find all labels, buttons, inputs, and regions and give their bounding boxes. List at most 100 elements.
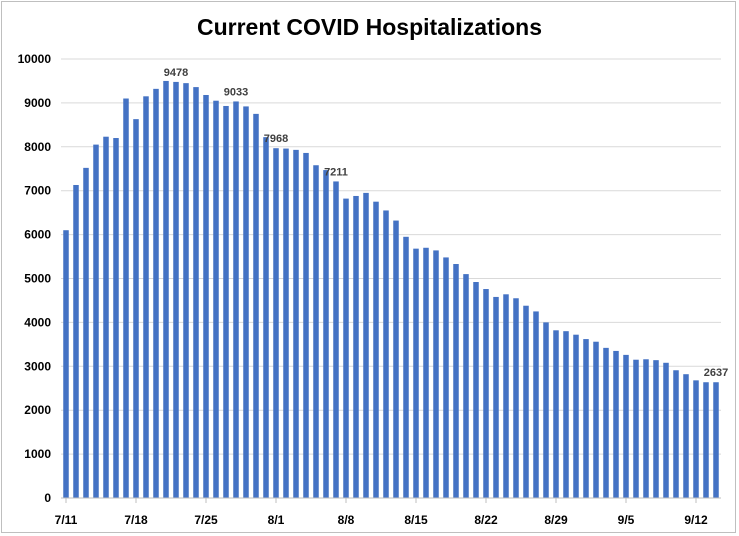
bar	[463, 274, 469, 498]
bar	[283, 148, 289, 498]
bar	[453, 264, 459, 498]
bar	[643, 359, 649, 498]
bar	[623, 354, 629, 498]
bar	[153, 88, 159, 499]
data-label: 9478	[164, 67, 188, 79]
bar	[243, 106, 249, 499]
bar	[653, 360, 659, 498]
x-tick-label: 7/11	[55, 513, 78, 527]
chart-title: Current COVID Hospitalizations	[196, 14, 543, 40]
bar	[343, 198, 349, 499]
bar	[63, 230, 69, 498]
y-tick-label: 4000	[24, 315, 51, 329]
bar	[573, 334, 579, 498]
x-tick-label: 7/25	[194, 513, 218, 527]
bar	[633, 359, 639, 498]
bar	[253, 113, 259, 498]
bar	[483, 289, 489, 498]
bar	[213, 100, 219, 498]
bar	[223, 105, 229, 499]
bar	[373, 201, 379, 499]
x-tick-label: 8/15	[404, 513, 428, 527]
y-tick-label: 10000	[18, 52, 52, 66]
bar	[323, 170, 329, 498]
bar	[123, 98, 129, 498]
bar	[113, 138, 119, 498]
bar	[673, 370, 679, 498]
x-axis: 7/11 7/18 7/25 8/1 8/8 8/15 8/22 8/29 9/5 9/12	[55, 497, 721, 527]
bar	[393, 220, 399, 498]
data-label: 2637	[704, 367, 728, 379]
bar	[293, 149, 299, 499]
bar	[233, 101, 239, 499]
bar	[133, 119, 139, 498]
bar	[603, 347, 609, 498]
y-tick-label: 6000	[24, 228, 51, 242]
bar	[683, 374, 689, 498]
bar	[413, 248, 419, 498]
data-label: 7211	[324, 166, 348, 178]
bar	[433, 250, 439, 498]
bar	[423, 247, 429, 498]
bar	[83, 167, 89, 498]
x-tick-label: 8/8	[338, 513, 355, 527]
bar	[703, 382, 709, 498]
x-tick-label: 8/22	[474, 513, 498, 527]
bar	[493, 296, 499, 498]
bar	[73, 184, 79, 499]
y-tick-label: 5000	[24, 272, 51, 286]
bar	[183, 83, 189, 499]
bar	[443, 257, 449, 498]
x-tick-label: 9/12	[684, 513, 708, 527]
bar	[613, 350, 619, 498]
bar	[553, 330, 559, 498]
bar	[713, 382, 719, 498]
bar	[263, 137, 269, 498]
bar	[383, 210, 389, 498]
bar	[593, 341, 599, 498]
data-label: 9033	[224, 86, 248, 98]
bar	[583, 339, 589, 498]
x-tick-label: 8/1	[268, 513, 285, 527]
y-tick-label: 7000	[24, 184, 51, 198]
y-tick-label: 1000	[24, 447, 51, 461]
bar	[403, 236, 409, 499]
bar	[93, 144, 99, 499]
bar	[473, 282, 479, 498]
x-tick-label: 7/18	[124, 513, 148, 527]
bar-series	[63, 80, 719, 499]
y-tick-label: 2000	[24, 403, 51, 417]
gridlines	[61, 58, 721, 455]
y-tick-label: 3000	[24, 359, 51, 373]
bar	[273, 148, 279, 498]
bar	[173, 81, 179, 498]
y-tick-label: 8000	[24, 140, 51, 154]
y-axis-tick-labels: 0 1000 2000 3000 4000 5000 6000 7000 8000 9000 100…	[18, 52, 52, 505]
bar	[353, 195, 359, 498]
bar	[363, 192, 369, 498]
data-labels: 9478 9033 7968 7211 2637	[164, 67, 728, 379]
bar	[523, 305, 529, 498]
bar	[563, 331, 569, 498]
bar	[103, 136, 109, 498]
bar	[313, 165, 319, 498]
bar	[143, 96, 149, 498]
bar	[203, 94, 209, 499]
y-tick-label: 0	[44, 491, 51, 505]
bar	[663, 362, 669, 498]
bar	[533, 311, 539, 498]
bar	[193, 87, 199, 498]
bar	[513, 298, 519, 498]
bar	[163, 80, 169, 498]
x-tick-label: 8/29	[544, 513, 568, 527]
data-label: 7968	[264, 133, 288, 145]
bar	[543, 322, 549, 498]
y-tick-label: 9000	[24, 96, 51, 110]
bar	[303, 152, 309, 499]
x-tick-label: 9/5	[618, 513, 635, 527]
bar	[333, 181, 339, 498]
bar	[693, 380, 699, 498]
bar	[503, 294, 509, 498]
